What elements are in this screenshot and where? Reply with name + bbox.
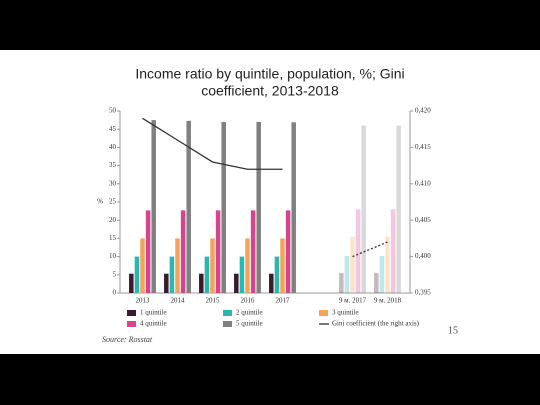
y2-tick-label: 0,415 xyxy=(415,143,431,151)
x-tick-label: 9 м. 2018 xyxy=(374,297,402,305)
x-tick-label: 2016 xyxy=(241,297,256,305)
gini-line xyxy=(142,117,283,170)
legend-swatch xyxy=(127,321,136,327)
chart-title: Income ratio by quintile, population, %;… xyxy=(135,66,404,82)
legend-swatch xyxy=(319,310,328,316)
x-tick-label: 9 м. 2017 xyxy=(339,297,367,305)
y-tick-label: 15 xyxy=(109,234,117,242)
y-tick-label: 30 xyxy=(109,179,117,187)
y-tick-label: 45 xyxy=(109,125,117,133)
legend-label: 5 quintile xyxy=(236,320,263,328)
y-label: % xyxy=(97,198,103,206)
bar xyxy=(204,256,210,293)
bar xyxy=(355,209,361,293)
bar xyxy=(199,273,204,293)
bar xyxy=(210,238,215,293)
slide-bg xyxy=(0,50,540,354)
legend-label: 4 quintile xyxy=(140,320,167,328)
y2-tick-label: 0,395 xyxy=(415,289,431,297)
legend-label: 1 quintile xyxy=(140,309,167,317)
legend-label: 3 quintile xyxy=(332,309,359,317)
x-tick-label: 2015 xyxy=(206,297,221,305)
bar xyxy=(385,236,390,293)
bar xyxy=(344,255,350,293)
bar xyxy=(175,238,180,293)
bar xyxy=(256,121,261,293)
bar xyxy=(164,273,169,293)
bar xyxy=(245,238,250,293)
y-tick-label: 35 xyxy=(109,161,117,169)
bar xyxy=(186,120,191,293)
bar xyxy=(280,238,285,293)
bar xyxy=(396,125,401,293)
bar xyxy=(169,256,175,293)
bar xyxy=(140,238,145,293)
y-tick-label: 25 xyxy=(109,198,117,206)
bar xyxy=(269,273,274,293)
bar xyxy=(339,272,344,293)
legend-swatch xyxy=(223,310,232,316)
y2-tick-label: 0,400 xyxy=(415,252,431,260)
bar xyxy=(250,210,256,293)
x-tick-label: 2017 xyxy=(276,297,291,305)
legend-swatch xyxy=(127,310,136,316)
source: Source: Rosstat xyxy=(102,335,153,344)
bar xyxy=(129,273,134,293)
legend-label: 2 quintile xyxy=(236,309,263,317)
y-tick-label: 10 xyxy=(109,252,117,260)
bar xyxy=(374,272,379,293)
chart-title-line: coefficient, 2013-2018 xyxy=(201,83,339,99)
bar xyxy=(221,121,226,293)
y-tick-label: 40 xyxy=(109,143,117,151)
bar xyxy=(285,210,291,293)
bar xyxy=(134,256,140,293)
bar xyxy=(151,120,156,293)
y2-tick-label: 0,405 xyxy=(415,216,431,224)
bar xyxy=(274,256,280,293)
y-tick-label: 50 xyxy=(109,107,117,115)
bar xyxy=(361,125,366,293)
y2-tick-label: 0,410 xyxy=(415,179,431,187)
y-tick-label: 20 xyxy=(109,216,117,224)
bar xyxy=(379,255,385,293)
y2-tick-label: 0,420 xyxy=(415,107,431,115)
y-tick-label: 0 xyxy=(113,289,117,297)
legend-swatch xyxy=(223,321,232,327)
y-tick-label: 5 xyxy=(113,270,117,278)
bar xyxy=(234,273,239,293)
bar xyxy=(145,210,151,293)
x-tick-label: 2013 xyxy=(136,297,151,305)
bar xyxy=(215,210,221,293)
bar xyxy=(239,256,245,293)
x-tick-label: 2014 xyxy=(171,297,186,305)
bar xyxy=(291,122,296,293)
bar xyxy=(350,236,355,293)
page-number: 15 xyxy=(448,325,458,336)
bar xyxy=(180,210,186,293)
bar xyxy=(390,209,396,293)
legend-label: Gini coefficient (the right axis) xyxy=(332,320,420,328)
